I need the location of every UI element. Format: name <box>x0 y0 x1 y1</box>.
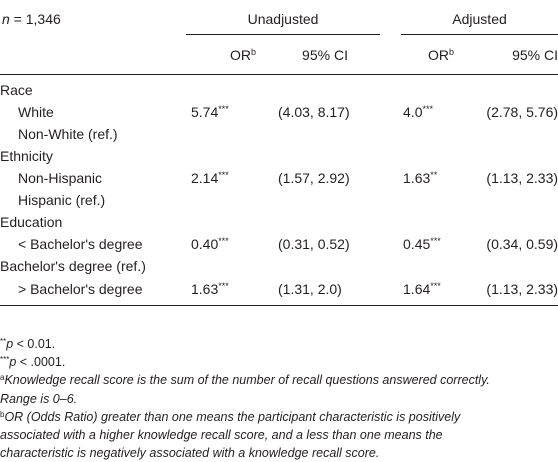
level-label: White <box>18 104 54 120</box>
unadjusted-or-header: ORb <box>186 34 270 75</box>
table-row: White 5.74*** (4.03, 8.17) 4.0*** (2.78,… <box>0 101 558 123</box>
unadjusted-ci-cell: (1.31, 2.0) <box>270 277 381 306</box>
table-row: Non-White (ref.) <box>0 123 558 145</box>
unadjusted-ci-cell: (0.31, 0.52) <box>278 236 350 252</box>
level-label: < Bachelor's degree <box>18 236 143 252</box>
column-header-row: ORb 95% CI ORb 95% CI <box>0 34 558 75</box>
adjusted-or-cell: 1.63** <box>403 170 438 186</box>
unadjusted-ci-header: 95% CI <box>270 34 381 75</box>
footnote-b-cont: associated with a higher knowledge recal… <box>0 428 443 443</box>
footnote-a: aKnowledge recall score is the sum of th… <box>0 373 490 388</box>
unadjusted-group-header: Unadjusted <box>186 3 381 35</box>
adjusted-ci-header: 95% CI <box>468 34 558 75</box>
category-label: Ethnicity <box>0 148 53 164</box>
table-row: Hispanic (ref.) <box>0 189 558 211</box>
level-label: Non-White (ref.) <box>18 126 118 142</box>
adjusted-ci-cell: (0.34, 0.59) <box>486 236 558 252</box>
table-row: < Bachelor's degree 0.40*** (0.31, 0.52)… <box>0 233 558 255</box>
footnote-a-cont: Range is 0–6. <box>0 391 78 406</box>
level-label: Non-Hispanic <box>18 170 103 186</box>
adjusted-ci-cell: (1.13, 2.33) <box>486 170 558 186</box>
table-row: Education <box>0 211 558 233</box>
adjusted-ci-cell: (1.13, 2.33) <box>468 277 558 306</box>
table-footnotes: **p < 0.01. ***p < .0001. aKnowledge rec… <box>0 335 556 462</box>
unadjusted-or-cell: 1.63*** <box>186 277 270 306</box>
group-header-row: n = 1,346 Unadjusted Adjusted <box>0 3 558 35</box>
category-label: Education <box>0 214 63 230</box>
footnote-p01: **p < 0.01. <box>0 337 56 351</box>
level-label: > Bachelor's degree <box>0 277 186 306</box>
unadjusted-ci-cell: (1.57, 2.92) <box>278 170 350 186</box>
table-row: Race <box>0 75 558 102</box>
level-label: Hispanic (ref.) <box>18 192 106 208</box>
adjusted-group-header: Adjusted <box>401 3 558 35</box>
footnote-b: bOR (Odds Ratio) greater than one means … <box>0 409 461 424</box>
adjusted-or-header: ORb <box>401 34 469 75</box>
table-row: Ethnicity <box>0 145 558 167</box>
footnote-b-cont2: characteristic is negatively associated … <box>0 446 380 461</box>
table-row: Non-Hispanic 2.14*** (1.57, 2.92) 1.63**… <box>0 167 558 189</box>
unadjusted-or-cell: 0.40*** <box>191 236 229 252</box>
sample-size-label: n = 1,346 <box>2 10 61 27</box>
adjusted-or-cell: 4.0*** <box>403 104 433 120</box>
adjusted-ci-cell: (2.78, 5.76) <box>486 104 558 120</box>
adjusted-or-cell: 0.45*** <box>403 236 441 252</box>
unadjusted-or-cell: 5.74*** <box>191 104 229 120</box>
category-label: Race <box>0 82 33 98</box>
table-row: > Bachelor's degree 1.63*** (1.31, 2.0) … <box>0 277 558 306</box>
category-label: Bachelor's degree (ref.) <box>0 258 146 274</box>
unadjusted-or-cell: 2.14*** <box>191 170 229 186</box>
adjusted-or-cell: 1.64*** <box>401 277 469 306</box>
footnote-p0001: ***p < .0001. <box>0 355 66 370</box>
odds-ratio-table: n = 1,346 Unadjusted Adjusted ORb 95% CI… <box>0 3 558 306</box>
results-table-page: n = 1,346 Unadjusted Adjusted ORb 95% CI… <box>0 3 558 460</box>
unadjusted-ci-cell: (4.03, 8.17) <box>278 104 350 120</box>
table-row: Bachelor's degree (ref.) <box>0 255 558 277</box>
